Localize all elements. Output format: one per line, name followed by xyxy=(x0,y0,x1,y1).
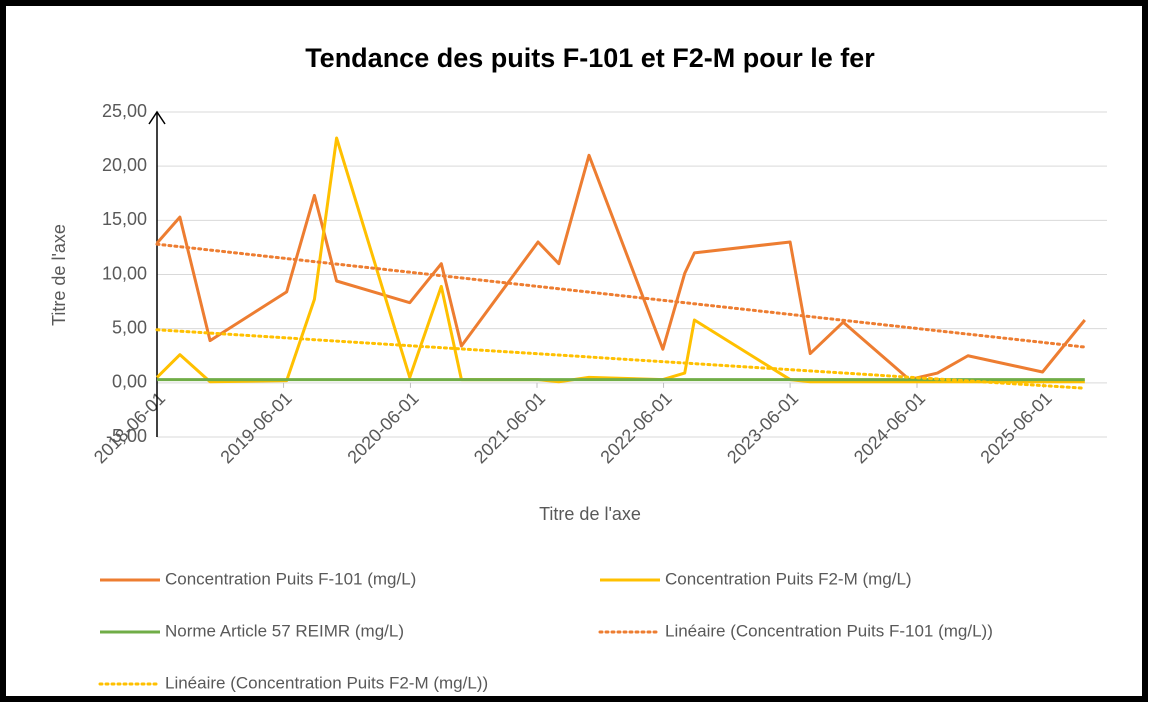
y-tick-label: 15,00 xyxy=(102,209,147,229)
legend-label: Concentration Puits F-101 (mg/L) xyxy=(165,569,416,588)
y-axis-arrow xyxy=(148,110,166,125)
y-tick-label: 0,00 xyxy=(112,372,147,392)
chart-title: Tendance des puits F-101 et F2-M pour le… xyxy=(305,43,875,73)
x-axis-title: Titre de l'axe xyxy=(539,504,641,524)
legend-label: Concentration Puits F2-M (mg/L) xyxy=(665,569,912,588)
series-line xyxy=(155,136,1085,384)
legend-label: Linéaire (Concentration Puits F2-M (mg/L… xyxy=(165,673,488,692)
y-tick-label: 5,00 xyxy=(112,317,147,337)
y-tick-label: 10,00 xyxy=(102,263,147,283)
series-line xyxy=(155,242,1087,349)
y-tick-label: -5,00 xyxy=(106,426,147,446)
legend-label: Linéaire (Concentration Puits F-101 (mg/… xyxy=(665,621,993,640)
y-axis-title: Titre de l'axe xyxy=(49,224,69,326)
legend-label: Norme Article 57 REIMR (mg/L) xyxy=(165,621,404,640)
y-tick-label: 25,00 xyxy=(102,101,147,121)
y-tick-label: 20,00 xyxy=(102,155,147,175)
series-line xyxy=(155,328,1087,390)
